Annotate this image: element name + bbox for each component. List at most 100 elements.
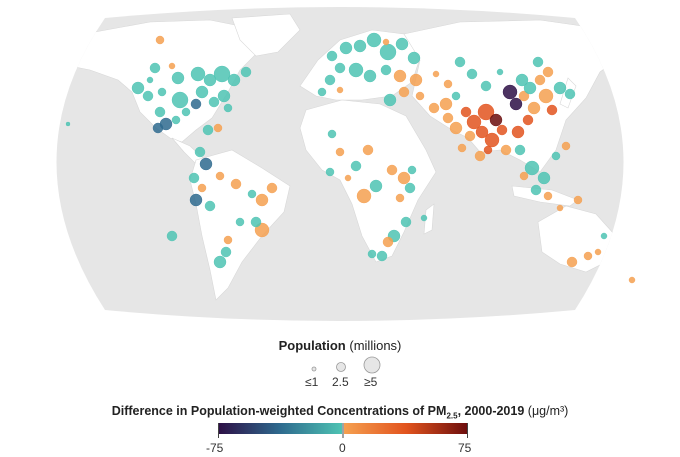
city-bubble bbox=[483, 145, 493, 155]
city-bubble bbox=[409, 73, 423, 87]
city-bubble bbox=[215, 171, 225, 181]
city-bubble bbox=[195, 85, 209, 99]
city-bubble bbox=[474, 150, 486, 162]
city-bubble bbox=[397, 171, 411, 185]
city-bubble bbox=[255, 193, 269, 207]
city-bubble bbox=[171, 115, 181, 125]
colorbar-tick-label-zero: 0 bbox=[339, 441, 346, 455]
city-bubble bbox=[519, 171, 529, 181]
city-bubble bbox=[324, 74, 336, 86]
city-bubble bbox=[208, 96, 220, 108]
city-bubble bbox=[524, 160, 540, 176]
colorbar-unit: (μg/m³) bbox=[527, 404, 569, 418]
size-circle-small bbox=[311, 366, 317, 372]
city-bubble bbox=[407, 51, 421, 65]
colorbar-tick-label-max: 75 bbox=[458, 441, 472, 455]
city-bubble bbox=[250, 216, 262, 228]
city-bubble bbox=[369, 179, 383, 193]
city-bubble bbox=[466, 114, 482, 130]
city-bubble bbox=[566, 256, 578, 268]
city-bubble bbox=[573, 195, 583, 205]
city-bubble bbox=[522, 114, 534, 126]
city-bubble bbox=[432, 70, 440, 78]
city-bubble bbox=[383, 93, 397, 107]
city-bubble bbox=[379, 43, 397, 61]
city-bubble bbox=[502, 84, 518, 100]
city-bubble bbox=[537, 171, 551, 185]
city-bubble bbox=[543, 191, 553, 201]
city-bubble bbox=[600, 232, 608, 240]
city-bubble bbox=[235, 217, 245, 227]
city-bubble bbox=[583, 251, 593, 261]
city-bubble bbox=[353, 39, 367, 53]
city-bubble bbox=[339, 41, 353, 55]
city-bubble bbox=[168, 62, 176, 70]
colorbar-title-subscript: 2.5 bbox=[446, 411, 458, 421]
city-bubble bbox=[363, 69, 377, 83]
colorbar-title-years: , 2000-2019 bbox=[457, 404, 525, 418]
city-bubble bbox=[213, 255, 227, 269]
city-bubble bbox=[380, 64, 392, 76]
city-bubble bbox=[149, 62, 161, 74]
city-bubble bbox=[362, 144, 374, 156]
city-bubble bbox=[443, 79, 453, 89]
population-unit: (millions) bbox=[349, 338, 402, 353]
city-bubble bbox=[442, 112, 454, 124]
city-bubble bbox=[420, 214, 428, 222]
city-bubble bbox=[223, 235, 233, 245]
city-bubble bbox=[190, 66, 206, 82]
city-bubble bbox=[190, 98, 202, 110]
city-bubble bbox=[142, 90, 154, 102]
colorbar bbox=[218, 423, 468, 438]
land-north-america bbox=[61, 19, 263, 143]
city-bubble bbox=[227, 73, 241, 87]
city-bubble bbox=[500, 144, 512, 156]
city-bubble bbox=[240, 66, 252, 78]
city-bubble bbox=[527, 101, 541, 115]
city-bubble bbox=[460, 106, 472, 118]
city-bubble bbox=[152, 122, 164, 134]
city-bubble bbox=[155, 35, 165, 45]
city-bubble bbox=[553, 81, 567, 95]
city-bubble bbox=[199, 157, 213, 171]
city-bubble bbox=[449, 121, 463, 135]
colorbar-title-main: Difference in Population-weighted Concen… bbox=[111, 404, 447, 418]
city-bubble bbox=[398, 86, 410, 98]
city-bubble bbox=[220, 246, 232, 258]
city-bubble bbox=[514, 144, 526, 156]
city-bubble bbox=[350, 160, 362, 172]
city-bubble bbox=[213, 123, 223, 133]
colorbar-positive bbox=[344, 423, 468, 434]
city-bubble bbox=[217, 89, 231, 103]
city-bubble bbox=[484, 132, 500, 148]
city-bubble bbox=[65, 121, 71, 127]
colorbar-tick-label-min: -75 bbox=[206, 441, 224, 455]
city-bubble bbox=[400, 216, 412, 228]
city-bubble bbox=[551, 151, 561, 161]
city-bubble bbox=[439, 97, 453, 111]
city-bubble bbox=[546, 104, 558, 116]
city-bubble bbox=[181, 107, 191, 117]
city-bubble bbox=[415, 91, 425, 101]
size-label-medium: 2.5 bbox=[332, 375, 349, 389]
city-bubble bbox=[538, 88, 554, 104]
city-bubble bbox=[532, 56, 544, 68]
city-bubble bbox=[382, 38, 390, 46]
city-bubble bbox=[189, 193, 203, 207]
city-bubble bbox=[561, 141, 571, 151]
city-bubble bbox=[376, 250, 388, 262]
city-bubble bbox=[515, 73, 529, 87]
city-bubble bbox=[457, 143, 467, 153]
city-bubble bbox=[451, 91, 461, 101]
city-bubble bbox=[154, 106, 166, 118]
city-bubble bbox=[197, 183, 207, 193]
city-bubble bbox=[336, 86, 344, 94]
city-bubble bbox=[428, 102, 440, 114]
city-bubble bbox=[564, 88, 576, 100]
city-bubble bbox=[386, 164, 398, 176]
city-bubble bbox=[556, 204, 564, 212]
land-greenland bbox=[231, 13, 301, 57]
city-bubble bbox=[188, 172, 200, 184]
size-label-large: ≥5 bbox=[364, 375, 378, 389]
size-circle-medium bbox=[336, 362, 346, 372]
